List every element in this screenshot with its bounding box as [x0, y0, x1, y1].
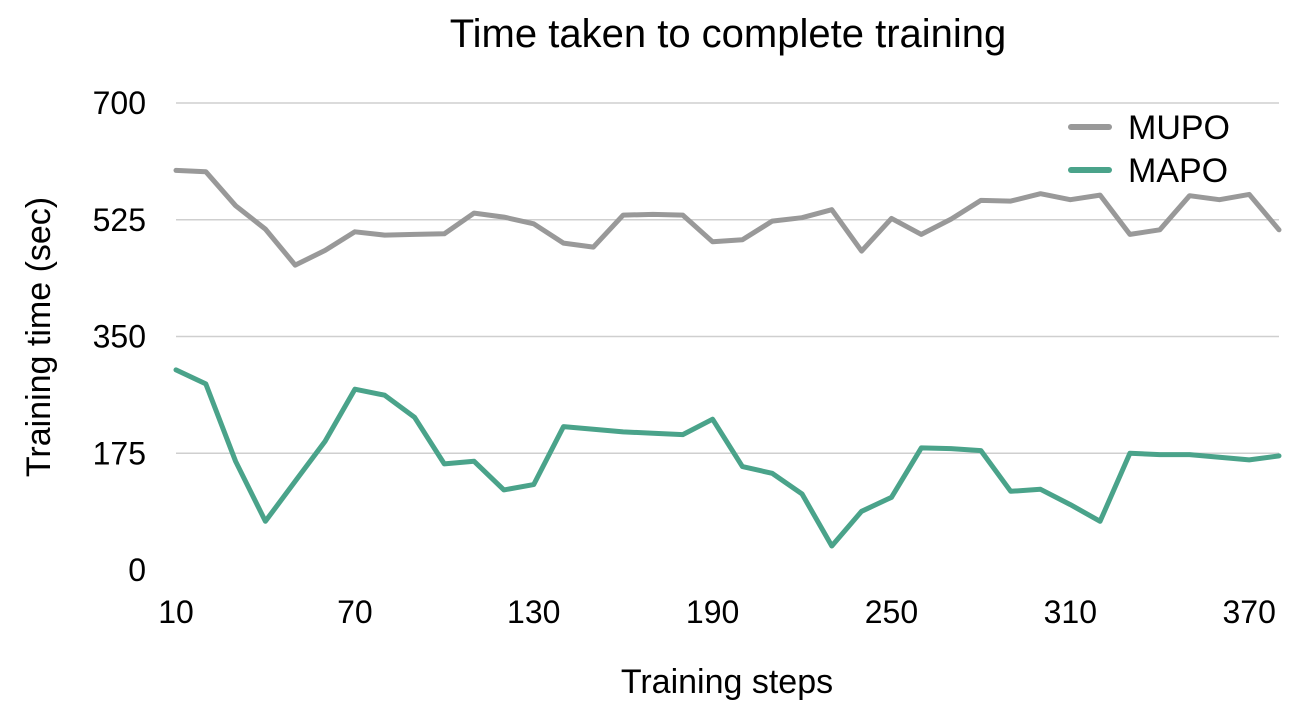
- x-tick-label: 370: [1222, 594, 1275, 630]
- legend: MUPO MAPO: [1068, 109, 1230, 190]
- x-axis-ticks: 10 70 130 190 250 310 370: [158, 594, 1276, 630]
- x-tick-label: 130: [507, 594, 560, 630]
- x-tick-label: 250: [865, 594, 918, 630]
- x-tick-label: 190: [686, 594, 739, 630]
- gridlines: [176, 102, 1279, 454]
- legend-label-mupo: MUPO: [1128, 109, 1230, 147]
- y-tick-label: 350: [93, 319, 146, 355]
- series-line-mapo: [173, 367, 1282, 549]
- y-axis-ticks: 0 175 350 525 700: [93, 85, 146, 588]
- series-line-mupo: [173, 167, 1282, 268]
- x-tick-label: 310: [1044, 594, 1097, 630]
- y-axis-label: Training time (sec): [20, 197, 58, 477]
- y-tick-label: 525: [93, 202, 146, 238]
- legend-label-mapo: MAPO: [1128, 152, 1228, 190]
- x-axis-label: Training steps: [621, 663, 833, 701]
- chart-title: Time taken to complete training: [450, 12, 1007, 56]
- series-lines: [173, 167, 1282, 549]
- y-tick-label: 700: [93, 85, 146, 121]
- y-tick-label: 175: [93, 435, 146, 471]
- x-tick-label: 10: [158, 594, 194, 630]
- x-tick-label: 70: [337, 594, 373, 630]
- y-tick-label: 0: [128, 552, 146, 588]
